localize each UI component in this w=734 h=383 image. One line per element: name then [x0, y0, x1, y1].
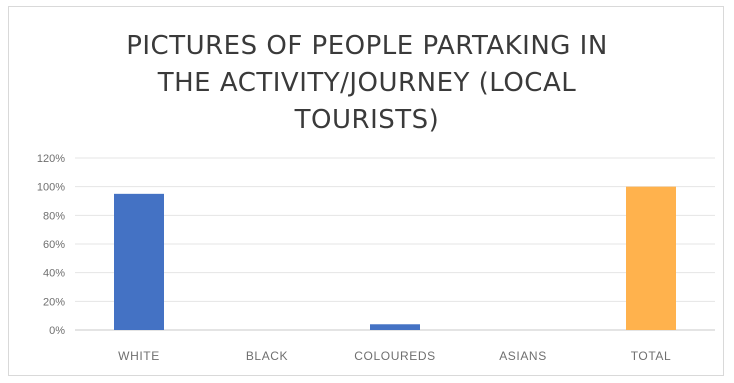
y-tick-label: 40%	[43, 268, 65, 280]
y-tick-label: 80%	[43, 210, 65, 222]
y-tick-label: 120%	[37, 153, 65, 165]
x-tick-label: WHITE	[118, 349, 160, 363]
x-tick-label: ASIANS	[499, 349, 547, 363]
x-tick-label: COLOUREDS	[354, 349, 435, 363]
chart-title-line-2: THE ACTIVITY/JOURNEY (LOCAL	[157, 68, 577, 98]
y-tick-label: 100%	[37, 182, 65, 194]
chart-title-line-1: PICTURES OF PEOPLE PARTAKING IN	[126, 31, 608, 61]
bar	[626, 186, 676, 330]
x-tick-label: TOTAL	[631, 349, 672, 363]
bar	[114, 193, 164, 330]
y-tick-label: 20%	[43, 296, 65, 308]
chart-title-line-3: TOURISTS)	[294, 105, 440, 135]
y-tick-label: 0%	[49, 325, 65, 337]
bar	[370, 324, 420, 330]
chart-title: PICTURES OF PEOPLE PARTAKING IN THE ACTI…	[0, 28, 734, 139]
x-tick-label: BLACK	[246, 349, 288, 363]
y-tick-label: 60%	[43, 239, 65, 251]
